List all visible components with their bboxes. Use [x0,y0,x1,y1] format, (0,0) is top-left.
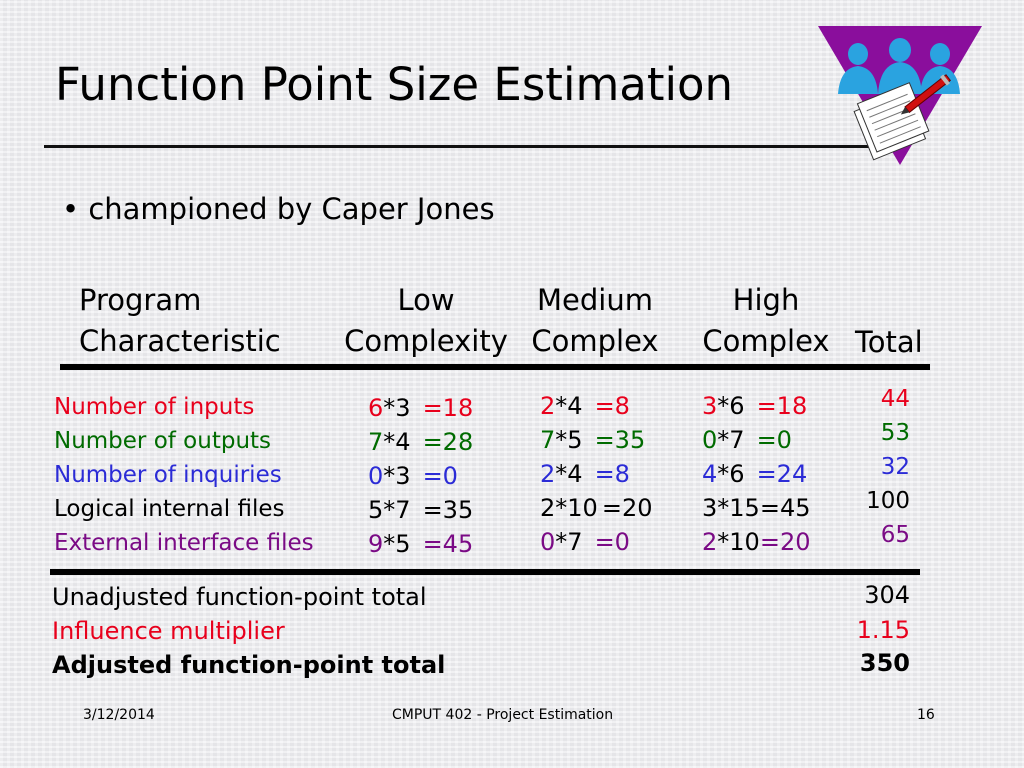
row-label: Number of outputs [54,428,272,454]
summary-value: 350 [859,649,910,677]
slide-title: Function Point Size Estimation [55,58,734,111]
header-total: Total [855,325,923,359]
high-cell: 3*15=45 [702,494,811,522]
low-cell: 7*4 =28 [368,428,474,456]
summary-label: Unadjusted function-point total [52,583,427,611]
summary-divider [50,569,920,575]
footer-page-number: 16 [917,707,935,723]
row-total: 44 [880,386,910,412]
medium-cell: 2*10 =20 [540,494,653,522]
high-cell: 0*7 =0 [702,426,792,454]
footer-date: 3/12/2014 [83,707,155,723]
low-cell: 6*3 =18 [368,394,474,422]
title-divider [44,145,878,148]
medium-cell: 7*5 =35 [540,426,646,454]
medium-cell: 0*7 =0 [540,528,630,556]
low-cell: 0*3 =0 [368,462,458,490]
low-cell: 5*7 =35 [368,496,474,524]
header-high-complex: High Complex [702,283,830,358]
summary-label: Influence multiplier [52,617,285,645]
summary-value: 1.15 [856,616,910,644]
header-characteristic: Program Characteristic [79,283,281,358]
row-label: External interface files [54,530,314,556]
row-label: Number of inquiries [54,462,282,488]
row-total: 65 [880,522,910,548]
high-cell: 2*10=20 [702,528,811,556]
medium-cell: 2*4 =8 [540,392,630,420]
high-cell: 3*6 =18 [702,392,808,420]
row-total: 100 [866,488,910,514]
summary-value: 304 [864,581,910,609]
header-medium-complex: Medium Complex [531,283,659,358]
medium-cell: 2*4 =8 [540,460,630,488]
header-low-complexity: Low Complexity [344,283,508,358]
summary-label: Adjusted function-point total [52,651,446,679]
footer-course: CMPUT 402 - Project Estimation [392,707,614,723]
row-label: Logical internal files [54,496,285,522]
row-label: Number of inputs [54,394,255,420]
row-total: 32 [880,454,910,480]
low-cell: 9*5 =45 [368,530,474,558]
team-meeting-document-icon [818,24,982,170]
header-divider [60,364,930,370]
row-total: 53 [880,420,910,446]
high-cell: 4*6 =24 [702,460,808,488]
bullet-point: • championed by Caper Jones [62,192,495,226]
